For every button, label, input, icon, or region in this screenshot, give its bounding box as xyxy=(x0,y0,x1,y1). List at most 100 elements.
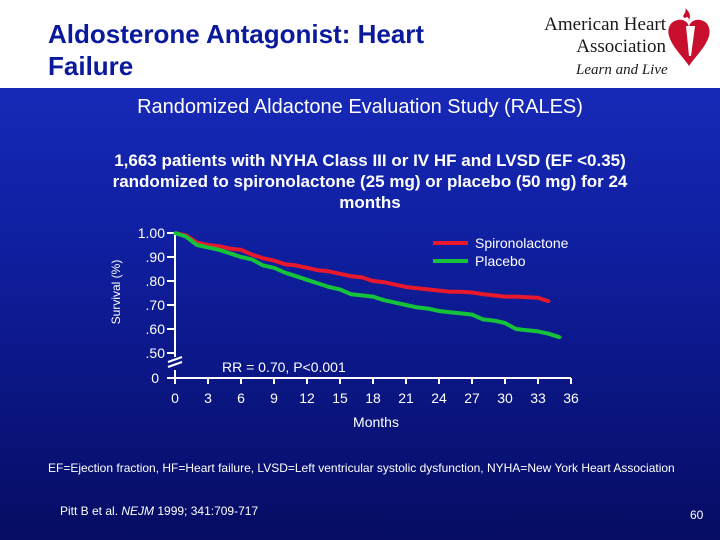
data-point-placebo xyxy=(294,274,298,278)
data-point-spironolactone xyxy=(239,248,243,252)
citation-journal: NEJM xyxy=(121,504,155,518)
data-point-placebo xyxy=(481,317,485,321)
data-point-placebo xyxy=(426,307,430,311)
data-point-spironolactone xyxy=(426,287,430,291)
data-point-placebo xyxy=(272,266,276,270)
rr-annotation: RR = 0.70, P<0.001 xyxy=(222,359,346,375)
data-point-spironolactone xyxy=(481,292,485,296)
y-tick-label: .90 xyxy=(146,249,166,265)
data-point-placebo xyxy=(360,293,364,297)
data-point-spironolactone xyxy=(338,272,342,276)
data-point-placebo xyxy=(250,257,254,261)
data-point-placebo xyxy=(371,295,375,299)
data-point-placebo xyxy=(195,243,199,247)
data-point-spironolactone xyxy=(514,295,518,299)
abbreviation-footnote: EF=Ejection fraction, HF=Heart failure, … xyxy=(48,461,675,475)
x-tick-label: 6 xyxy=(237,390,245,406)
logo-line-1: American Heart xyxy=(544,14,666,35)
data-point-spironolactone xyxy=(459,290,463,294)
data-point-spironolactone xyxy=(525,295,529,299)
data-point-spironolactone xyxy=(371,279,375,283)
data-point-spironolactone xyxy=(393,283,397,287)
x-tick-label: 30 xyxy=(497,390,513,406)
data-point-placebo xyxy=(228,251,232,255)
logo-line-2: Association xyxy=(576,36,666,57)
data-point-placebo xyxy=(503,321,507,325)
data-point-placebo xyxy=(492,319,496,323)
data-point-placebo xyxy=(349,292,353,296)
data-point-placebo xyxy=(206,245,210,249)
citation-authors: Pitt B et al. xyxy=(60,504,122,518)
data-point-placebo xyxy=(316,281,320,285)
data-point-placebo xyxy=(470,313,474,317)
y-axis-label: Survival (%) xyxy=(109,260,123,325)
data-point-spironolactone xyxy=(217,244,221,248)
slide-subtitle: Randomized Aldactone Evaluation Study (R… xyxy=(137,96,583,118)
legend-label-spironolactone: Spironolactone xyxy=(475,235,569,251)
data-point-spironolactone xyxy=(228,247,232,251)
data-point-placebo xyxy=(437,309,441,313)
data-point-spironolactone xyxy=(448,290,452,294)
data-point-placebo xyxy=(525,328,529,332)
x-tick-label: 18 xyxy=(365,390,381,406)
axis-break-mark xyxy=(167,356,183,363)
y-tick-label: 1.00 xyxy=(138,225,165,241)
data-point-spironolactone xyxy=(283,262,287,266)
x-tick-label: 24 xyxy=(431,390,447,406)
x-tick-label: 27 xyxy=(464,390,480,406)
citation: Pitt B et al. NEJM 1999; 341:709-717 xyxy=(60,504,258,518)
data-point-spironolactone xyxy=(415,286,419,290)
data-point-placebo xyxy=(283,271,287,275)
data-point-spironolactone xyxy=(382,280,386,284)
data-point-spironolactone xyxy=(547,299,551,303)
data-point-placebo xyxy=(338,287,342,291)
axis-break-mark xyxy=(167,361,183,368)
data-point-spironolactone xyxy=(272,259,276,263)
data-point-spironolactone xyxy=(470,291,474,295)
data-point-placebo xyxy=(514,327,518,331)
data-point-placebo xyxy=(536,329,540,333)
x-tick-label: 9 xyxy=(270,390,278,406)
data-point-placebo xyxy=(459,311,463,315)
logo-tagline: Learn and Live xyxy=(576,62,668,78)
aha-logo-text: American Heart Association xyxy=(536,14,666,58)
data-point-spironolactone xyxy=(250,253,254,257)
data-point-placebo xyxy=(558,335,562,339)
data-point-placebo xyxy=(448,310,452,314)
data-point-spironolactone xyxy=(437,289,441,293)
data-point-spironolactone xyxy=(305,266,309,270)
data-point-spironolactone xyxy=(503,295,507,299)
x-tick-label: 3 xyxy=(204,390,212,406)
data-point-spironolactone xyxy=(349,274,353,278)
legend-label-placebo: Placebo xyxy=(475,253,526,269)
data-point-placebo xyxy=(261,263,265,267)
data-point-placebo xyxy=(305,278,309,282)
y-tick-label: .60 xyxy=(146,321,166,337)
data-point-spironolactone xyxy=(492,293,496,297)
data-point-placebo xyxy=(239,255,243,259)
data-point-placebo xyxy=(217,248,221,252)
data-point-placebo xyxy=(415,305,419,309)
citation-details: 1999; 341:709-717 xyxy=(154,504,259,518)
data-point-placebo xyxy=(184,235,188,239)
y-tick-label: .70 xyxy=(146,297,166,313)
x-tick-label: 33 xyxy=(530,390,546,406)
x-tick-label: 15 xyxy=(332,390,348,406)
data-point-placebo xyxy=(404,303,408,307)
data-point-placebo xyxy=(173,231,177,235)
data-point-spironolactone xyxy=(404,285,408,289)
y-tick-label-zero: 0 xyxy=(151,370,159,386)
data-point-spironolactone xyxy=(360,275,364,279)
data-point-spironolactone xyxy=(294,263,298,267)
y-tick-label: .80 xyxy=(146,273,166,289)
data-point-spironolactone xyxy=(536,296,540,300)
data-point-placebo xyxy=(382,298,386,302)
heart-torch-icon xyxy=(668,8,710,66)
study-description: 1,663 patients with NYHA Class III or IV… xyxy=(112,151,628,212)
page-number: 60 xyxy=(690,508,704,522)
slide-title: Aldosterone Antagonist: Heart Failure xyxy=(48,19,425,81)
data-point-placebo xyxy=(327,285,331,289)
data-point-spironolactone xyxy=(327,269,331,273)
x-tick-label: 12 xyxy=(299,390,315,406)
